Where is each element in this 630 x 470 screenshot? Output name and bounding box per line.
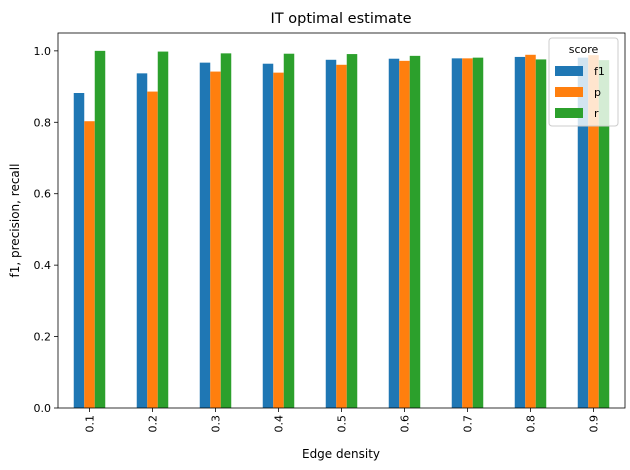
bar-r-0.2 — [157, 51, 169, 408]
y-tick-label: 0.4 — [34, 259, 52, 272]
chart-title: IT optimal estimate — [271, 11, 412, 27]
y-tick-label: 0.0 — [34, 402, 52, 415]
y-tick-label: 0.2 — [34, 331, 52, 344]
y-tick-label: 0.8 — [34, 116, 52, 129]
bar-f1-0.8 — [514, 56, 526, 409]
legend-swatch-r — [555, 108, 583, 118]
bar-p-0.3 — [210, 71, 221, 409]
bar-r-0.9 — [598, 60, 610, 409]
legend-swatch-f1 — [555, 66, 583, 76]
legend-title: score — [569, 43, 599, 56]
bar-r-0.8 — [535, 59, 547, 409]
legend-box — [548, 37, 619, 127]
bar-f1-0.4 — [262, 63, 274, 408]
x-tick-label: 0.4 — [273, 415, 286, 433]
bar-f1-0.7 — [451, 58, 463, 408]
bar-p-0.1 — [84, 121, 95, 408]
x-tick-label: 0.3 — [210, 415, 223, 433]
y-tick-label: 1.0 — [34, 45, 52, 58]
bar-p-0.4 — [273, 72, 284, 409]
y-axis-label: f1, precision, recall — [8, 164, 22, 278]
x-tick-label: 0.2 — [147, 415, 160, 433]
plot-frame — [57, 32, 626, 409]
bar-p-0.6 — [399, 60, 410, 408]
x-tick-label: 0.5 — [336, 415, 349, 433]
legend-label-p: p — [594, 86, 601, 99]
bar-r-0.6 — [409, 55, 421, 408]
legend-swatch-p — [555, 87, 583, 97]
legend-label-f1: f1 — [594, 65, 605, 78]
bar-r-0.4 — [283, 53, 295, 408]
x-tick-label: 0.8 — [525, 415, 538, 433]
x-tick-label: 0.7 — [462, 415, 475, 433]
x-tick-label: 0.9 — [588, 415, 601, 433]
bar-p-0.2 — [147, 91, 158, 409]
bar-p-0.5 — [336, 64, 347, 409]
bar-r-0.5 — [346, 54, 358, 408]
bar-f1-0.2 — [136, 73, 148, 408]
bar-r-0.7 — [472, 57, 484, 409]
bar-r-0.3 — [220, 53, 232, 408]
x-axis-label: Edge density — [302, 447, 380, 461]
bar-p-0.7 — [462, 58, 473, 408]
legend-label-r: r — [594, 107, 599, 120]
bars-group — [73, 50, 610, 409]
bar-p-0.9 — [588, 55, 599, 409]
x-axis: 0.1 0.2 0.3 0.4 0.5 0.6 0.7 0.8 0.9 — [84, 408, 601, 433]
bar-f1-0.9 — [577, 57, 589, 409]
x-tick-label: 0.6 — [399, 415, 412, 433]
y-axis: 0.0 0.2 0.4 0.6 0.8 1.0 — [34, 45, 58, 415]
bar-f1-0.1 — [73, 93, 85, 408]
bar-f1-0.3 — [199, 62, 211, 409]
bar-p-0.8 — [525, 54, 536, 409]
bar-f1-0.5 — [325, 59, 337, 409]
bar-r-0.1 — [94, 50, 106, 408]
bar-f1-0.6 — [388, 58, 400, 408]
x-tick-label: 0.1 — [84, 415, 97, 433]
legend: score f1 pr — [548, 37, 619, 127]
y-tick-label: 0.6 — [34, 188, 52, 201]
